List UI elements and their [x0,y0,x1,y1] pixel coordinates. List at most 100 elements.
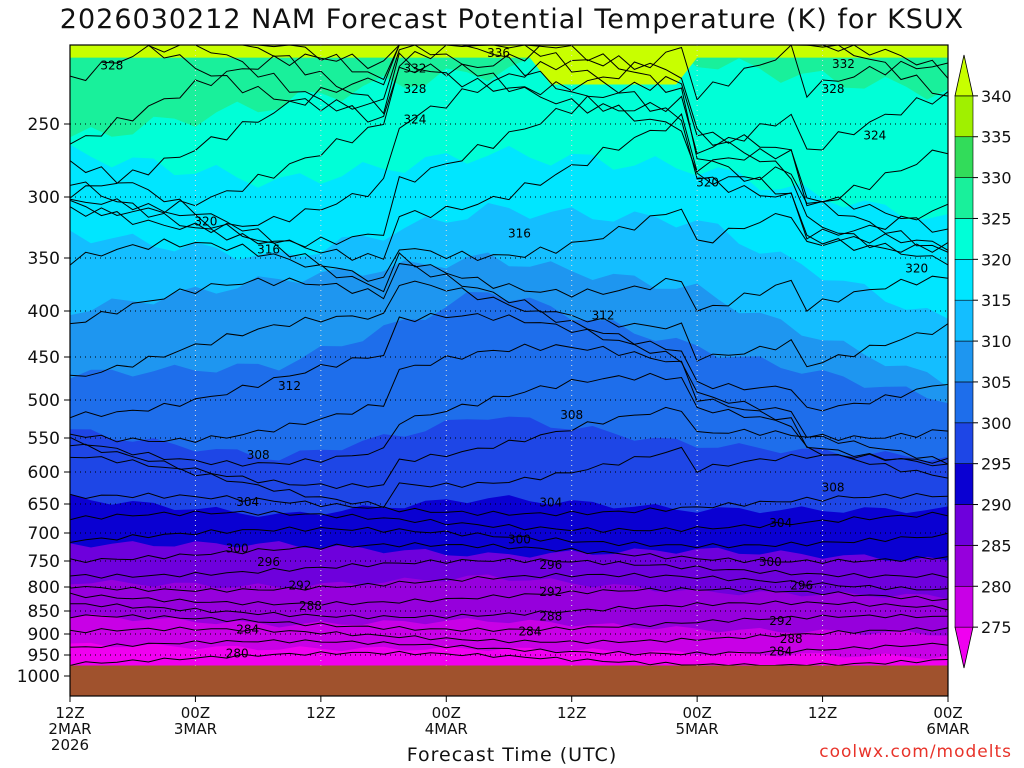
colorbar-segment [954,95,974,138]
contour-302 [70,446,948,509]
x-tick-label: 5MAR [676,720,719,738]
y-tick-label: 500 [28,391,60,411]
contour-labels: 336 332 332 328 328 328 324 324 320 320 320 316 316 3… [100,46,928,660]
colorbar-tick-label: 310 [981,332,1012,351]
contour-294 [70,542,948,565]
x-tick-label: 12Z [55,704,84,722]
contour-316 [70,238,948,312]
contour-320 [70,112,948,261]
y-tick-label: 300 [28,188,60,208]
contour-label: 328 [100,59,123,73]
y-tick-label: 550 [28,429,60,449]
x-tick-label: 2MAR [48,720,91,738]
contour-label: 304 [236,495,259,509]
contour-334 [70,45,948,115]
contour-label: 284 [769,645,792,659]
contour-label: 292 [769,614,792,628]
y-tick-label: 750 [28,552,60,572]
y-tick-label: 850 [28,602,60,622]
contour-286 [70,600,948,620]
contour-288 [70,587,948,606]
colorbar-upper-arrow [954,54,974,97]
y-tick-label: 350 [28,249,60,269]
colorbar-tick-label: 320 [981,250,1012,269]
plot-background [70,45,948,696]
y-tick-label: 900 [28,625,60,645]
contour-label: 296 [790,578,813,592]
contour-label: 284 [236,622,259,636]
contour-label: 296 [257,555,280,569]
contour-326 [70,45,948,253]
y-axis: 250 300 350 400 450 500 550 600 650 700 750 800 850 9… [17,115,70,687]
colorbar-segment [954,463,974,505]
band-330 [70,45,948,138]
contour-label: 320 [696,175,719,189]
colorbar-segment [954,177,974,219]
colorbar-lower-arrow [954,626,974,669]
x-tick-label: 12Z [557,704,586,722]
contour-label: 292 [539,585,562,599]
x-tick-label: 00Z [933,704,962,722]
y-tick-label: 600 [28,463,60,483]
contour-300 [70,492,948,517]
contour-314 [70,263,948,368]
colorbar-segment [954,585,974,628]
contour-label: 292 [288,578,311,592]
contour-290 [70,572,948,593]
contour-312 [70,280,948,412]
colorbar-tick-label: 280 [981,577,1012,596]
x-tick-label: 2026 [51,736,89,754]
x-tick-label: 6MAR [926,720,969,738]
contour-278 [70,650,948,667]
colorbar-segment [954,504,974,546]
contour-label: 308 [560,408,583,422]
y-tick-label: 450 [28,348,60,368]
colorbar-tick-label: 295 [981,455,1012,474]
ground-fill [70,665,948,696]
contour-label: 316 [257,242,280,256]
contour-label: 304 [769,516,792,530]
x-tick-label: 3MAR [174,720,217,738]
contour-label: 308 [247,448,270,462]
contour-label: 312 [278,379,301,393]
y-tick-label: 950 [28,646,60,666]
contour-label: 304 [539,496,562,510]
contour-322 [70,75,948,253]
contour-338 [70,45,948,112]
x-tick-label: 4MAR [425,720,468,738]
contour-284 [70,613,948,632]
colorbar-segment [954,545,974,587]
contour-label: 312 [592,309,615,323]
colorbar-tick-label: 305 [981,373,1012,392]
colorbar-tick-label: 315 [981,291,1012,310]
y-tick-label: 700 [28,524,60,544]
colorbar-segment [954,218,974,260]
colorbar-segment [954,136,974,178]
contour-label: 324 [403,112,426,126]
contour-label: 300 [226,542,249,556]
contour-label: 336 [487,46,510,60]
y-tick-label: 650 [28,495,60,515]
contour-280 [70,639,948,656]
contour-label: 328 [822,82,845,96]
contour-292 [70,557,948,579]
contour-label: 324 [863,129,886,143]
contour-label: 300 [508,533,531,547]
colorbar-tick-label: 340 [981,87,1012,106]
contour-label: 288 [539,610,562,624]
contour-282 [70,626,948,645]
contour-308 [70,343,948,464]
colorbar-tick-label: 300 [981,414,1012,433]
y-tick-label: 1000 [17,667,60,687]
contour-label: 300 [759,555,782,569]
colorbar-segment [954,422,974,464]
x-tick-label: 12Z [808,704,837,722]
colorbar-tick-label: 285 [981,536,1012,555]
contour-label: 320 [194,214,217,228]
contour-label: 316 [508,227,531,241]
contour-332 [70,45,948,155]
contour-label: 280 [226,646,249,660]
contour-label: 288 [299,599,322,613]
colorbar-tick-label: 335 [981,128,1012,147]
